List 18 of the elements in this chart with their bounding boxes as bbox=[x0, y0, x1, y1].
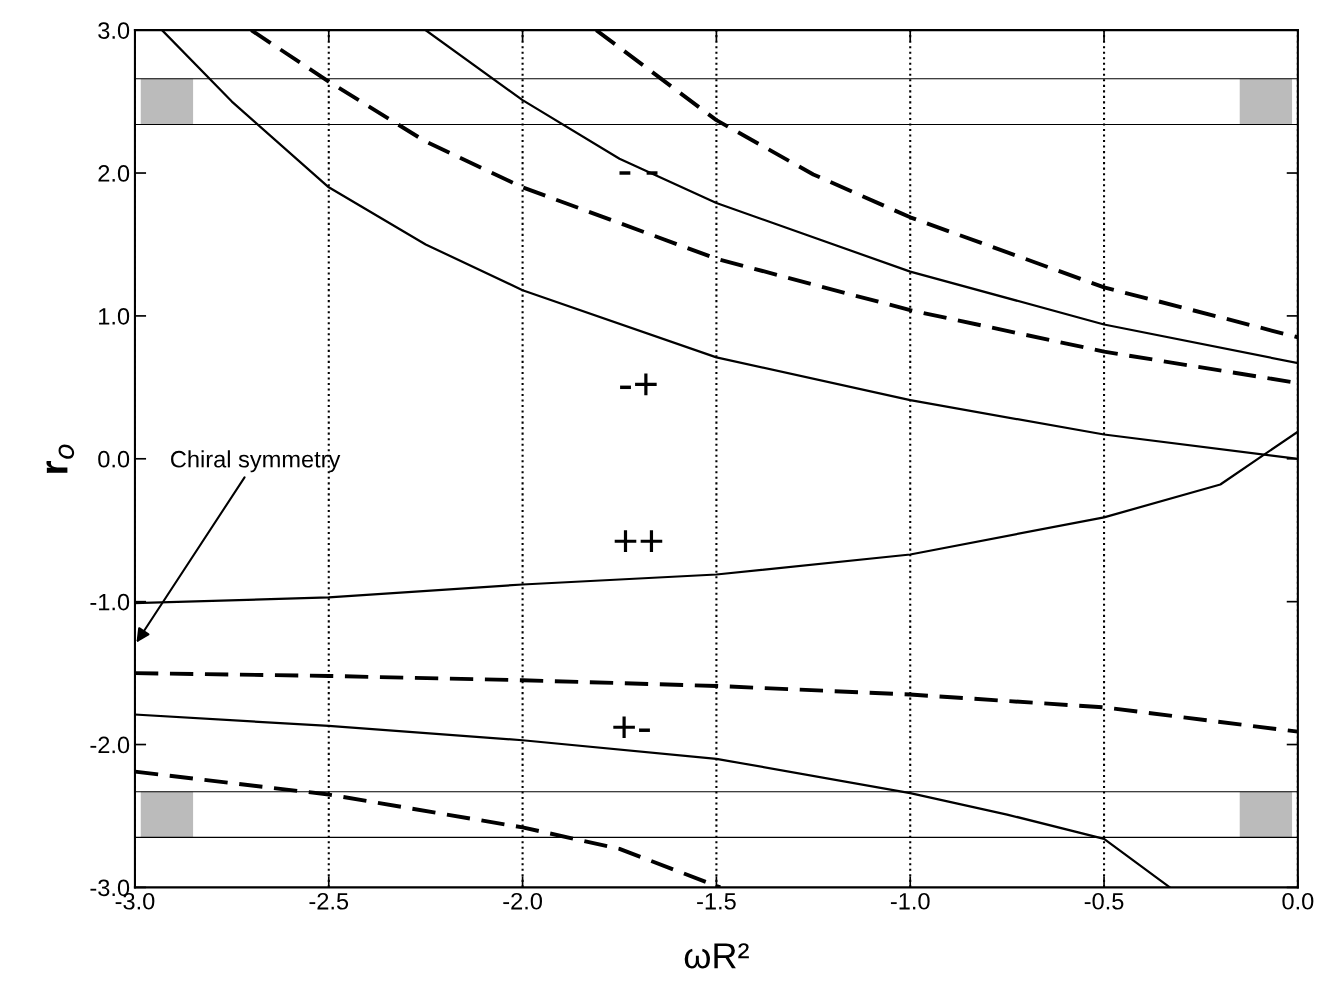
x-axis-title: ωR² bbox=[684, 943, 749, 969]
y-tick-label: 2.0 bbox=[98, 165, 130, 182]
y-axis-title: r$_{o}$ bbox=[46, 444, 75, 473]
x-tick-label: -1.0 bbox=[890, 892, 930, 910]
x-tick-label: 0.0 bbox=[1282, 892, 1314, 910]
y-tick-label: -1.0 bbox=[90, 593, 130, 611]
y-tick-label: 1.0 bbox=[99, 307, 130, 325]
annotation: Chiral symmetry bbox=[171, 450, 341, 473]
x-tick-label: -0.5 bbox=[1084, 892, 1124, 910]
annotation: -+ bbox=[620, 373, 657, 396]
x-tick-label: -1.5 bbox=[697, 893, 736, 910]
y-tick-label: 3.0 bbox=[98, 22, 130, 39]
x-tick-label: -2.0 bbox=[503, 892, 543, 910]
y-tick-label: 0.0 bbox=[98, 450, 130, 468]
y-tick-label: -2.0 bbox=[90, 736, 130, 754]
x-tick-label: -2.5 bbox=[309, 892, 349, 910]
annotation: ++ bbox=[614, 530, 663, 553]
annotation: +- bbox=[613, 716, 650, 739]
